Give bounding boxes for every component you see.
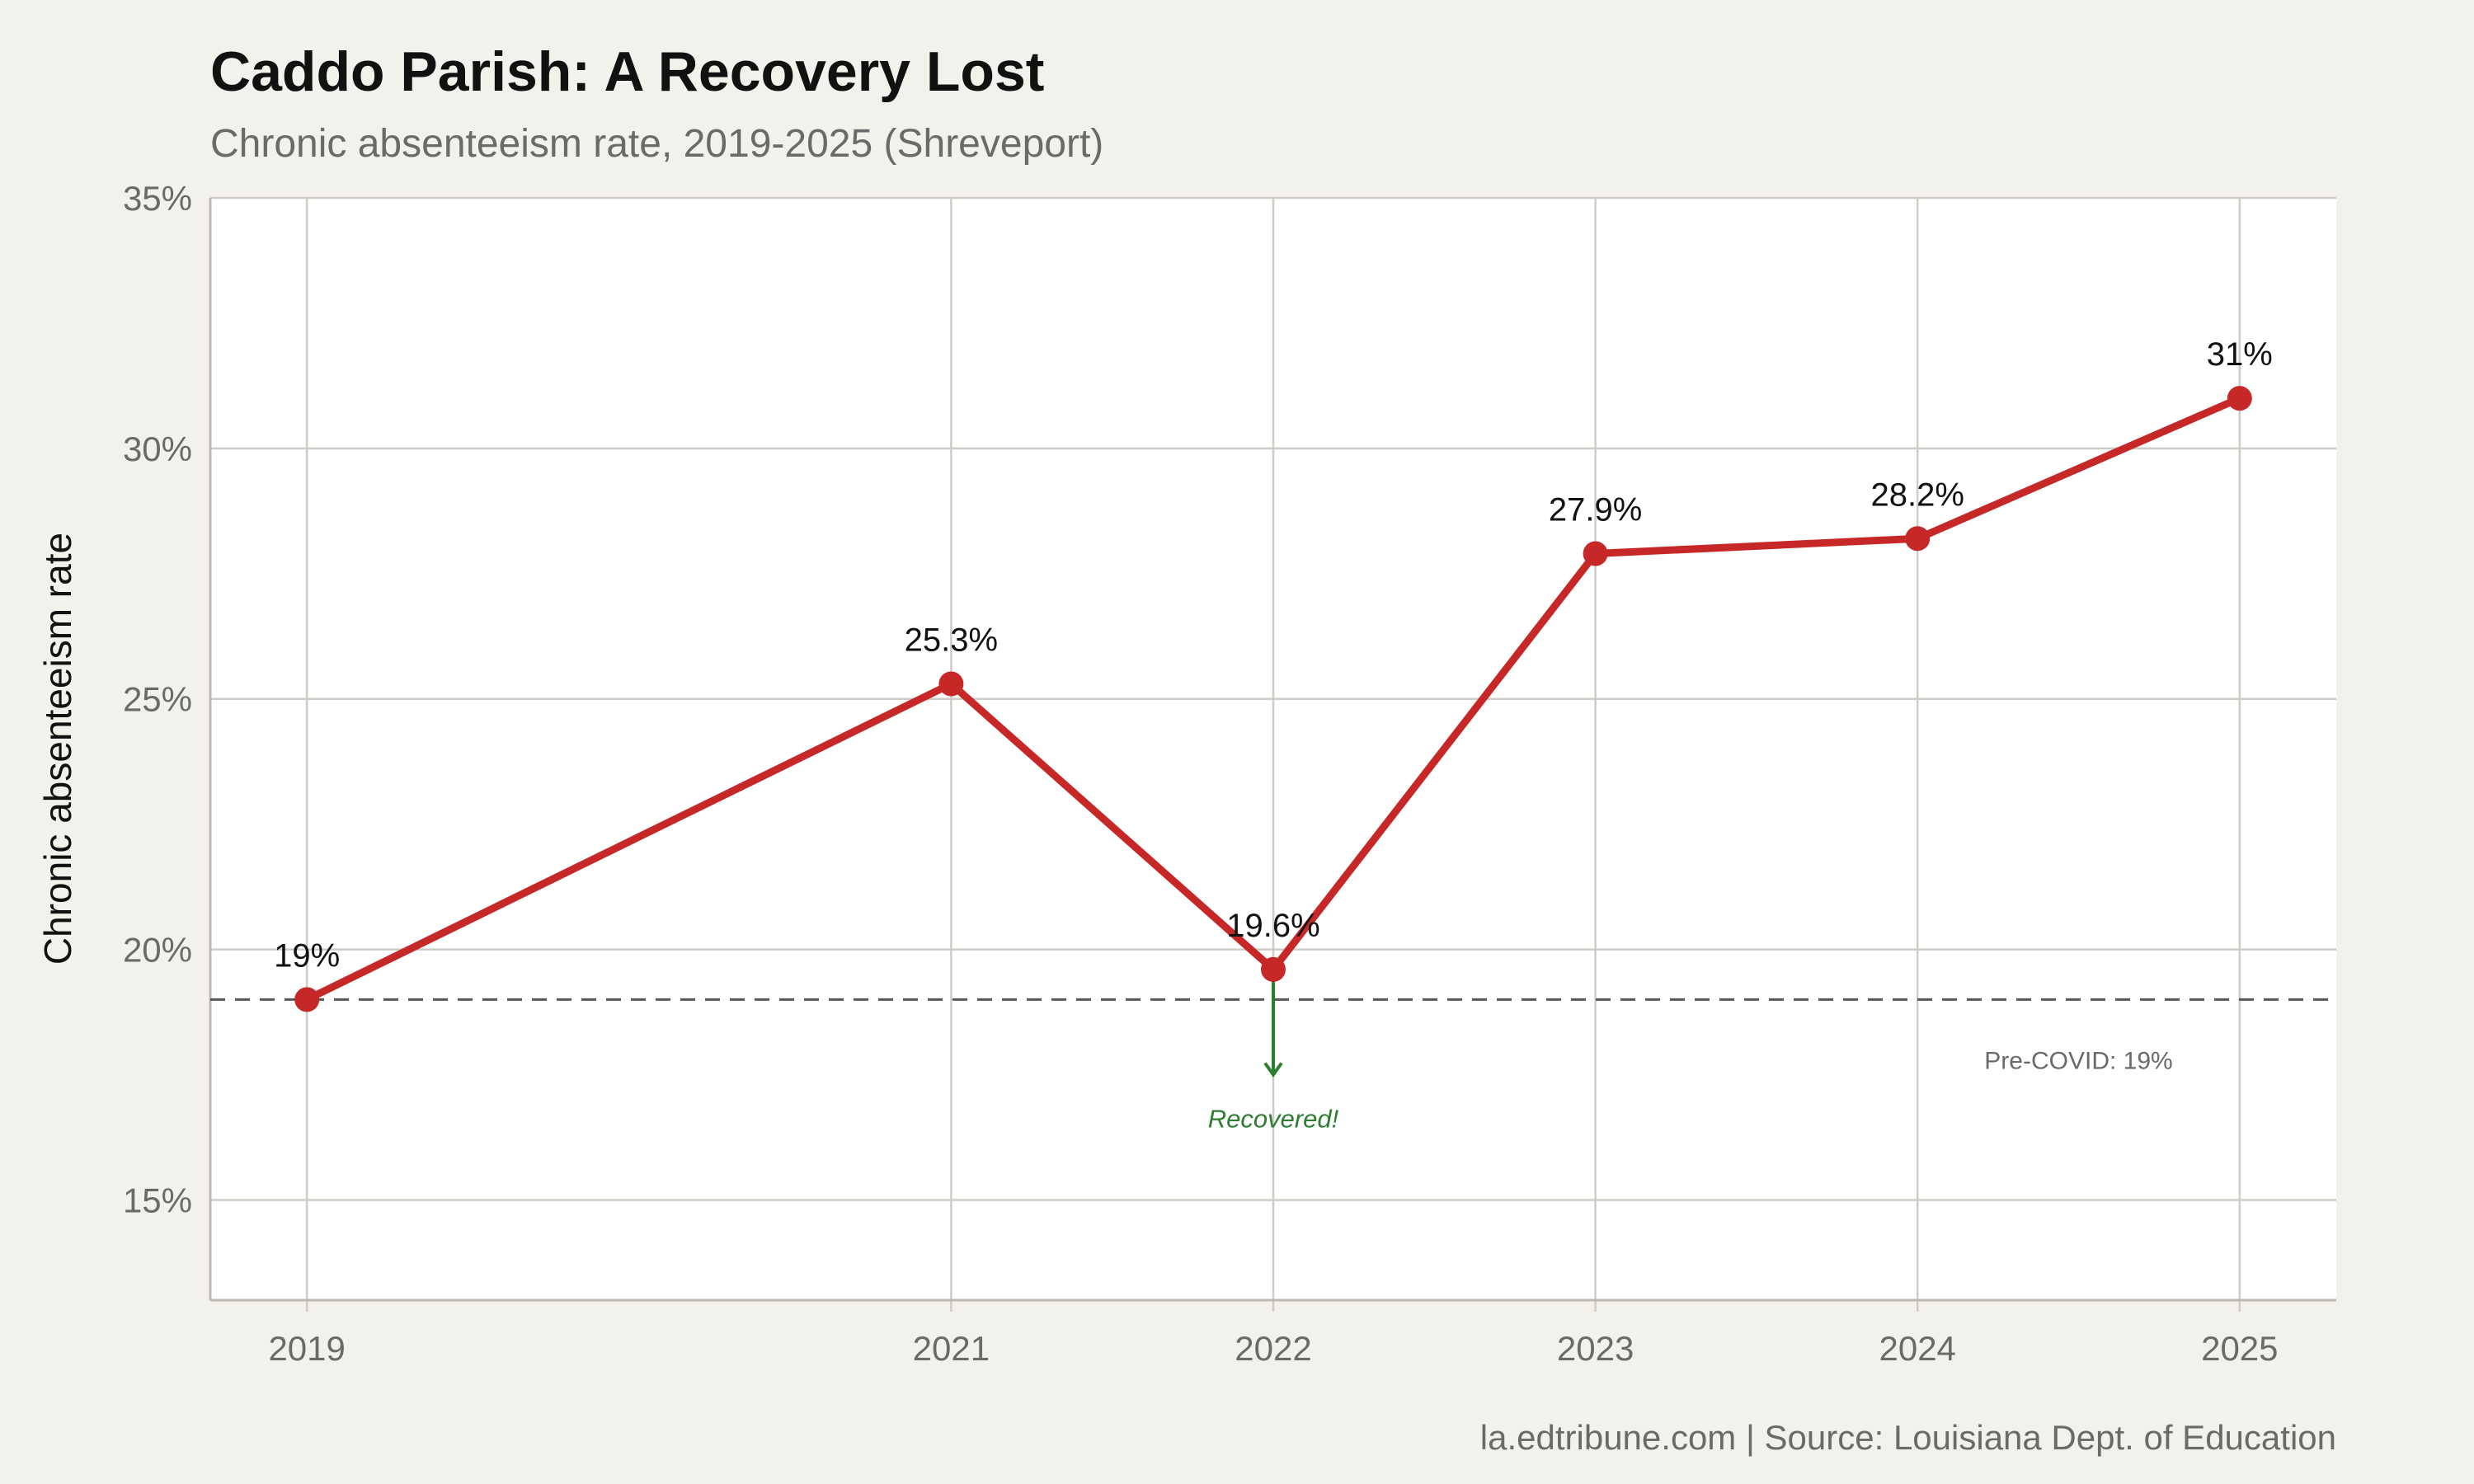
data-point [1583,541,1608,566]
reference-line-label: Pre-COVID: 19% [1984,1047,2172,1074]
recovered-arrow [1263,974,1283,1078]
x-tick-label: 2024 [1879,1329,1955,1368]
recovered-annotation: Recovered! [1208,1105,1339,1134]
data-point [1905,526,1931,552]
data-label: 27.9% [1549,491,1642,528]
series-line [303,394,2244,1003]
data-points [294,386,2252,1012]
x-tick-label: 2025 [2201,1329,2278,1368]
data-point [1261,956,1286,982]
y-tick-label: 25% [123,680,192,719]
data-label: 28.2% [1871,477,1964,513]
data-label: 25.3% [905,622,998,658]
y-tick-labels: 15% 20% 25% 30% 35% [123,179,192,1219]
x-tick-label: 2019 [268,1329,345,1368]
source-caption: la.edtribune.com | Source: Louisiana Dep… [1480,1418,2336,1457]
x-tick-labels: 2019 2021 2022 2023 2024 2025 [268,1329,2278,1368]
x-tick-label: 2021 [913,1329,990,1368]
x-tick-label: 2023 [1557,1329,1634,1368]
data-label: 19% [274,937,340,974]
arrow-head [1263,1062,1283,1078]
x-tick-label: 2022 [1235,1329,1311,1368]
data-label: 19.6% [1226,908,1319,944]
data-point [2227,386,2252,411]
grid-lines [210,196,2336,1312]
chart-title: Caddo Parish: A Recovery Lost [210,40,1044,103]
y-axis-label: Chronic absenteeism rate [36,533,79,965]
data-point [938,671,964,697]
y-tick-label: 15% [123,1181,192,1219]
data-label: 31% [2207,336,2273,373]
y-tick-label: 30% [123,430,192,468]
data-point [294,987,320,1012]
chart-subtitle: Chronic absenteeism rate, 2019-2025 (Shr… [210,122,1103,166]
data-labels: 19% 25.3% 19.6% 27.9% 28.2% 31% [274,336,2273,974]
y-tick-label: 20% [123,931,192,970]
y-tick-label: 35% [123,179,192,218]
